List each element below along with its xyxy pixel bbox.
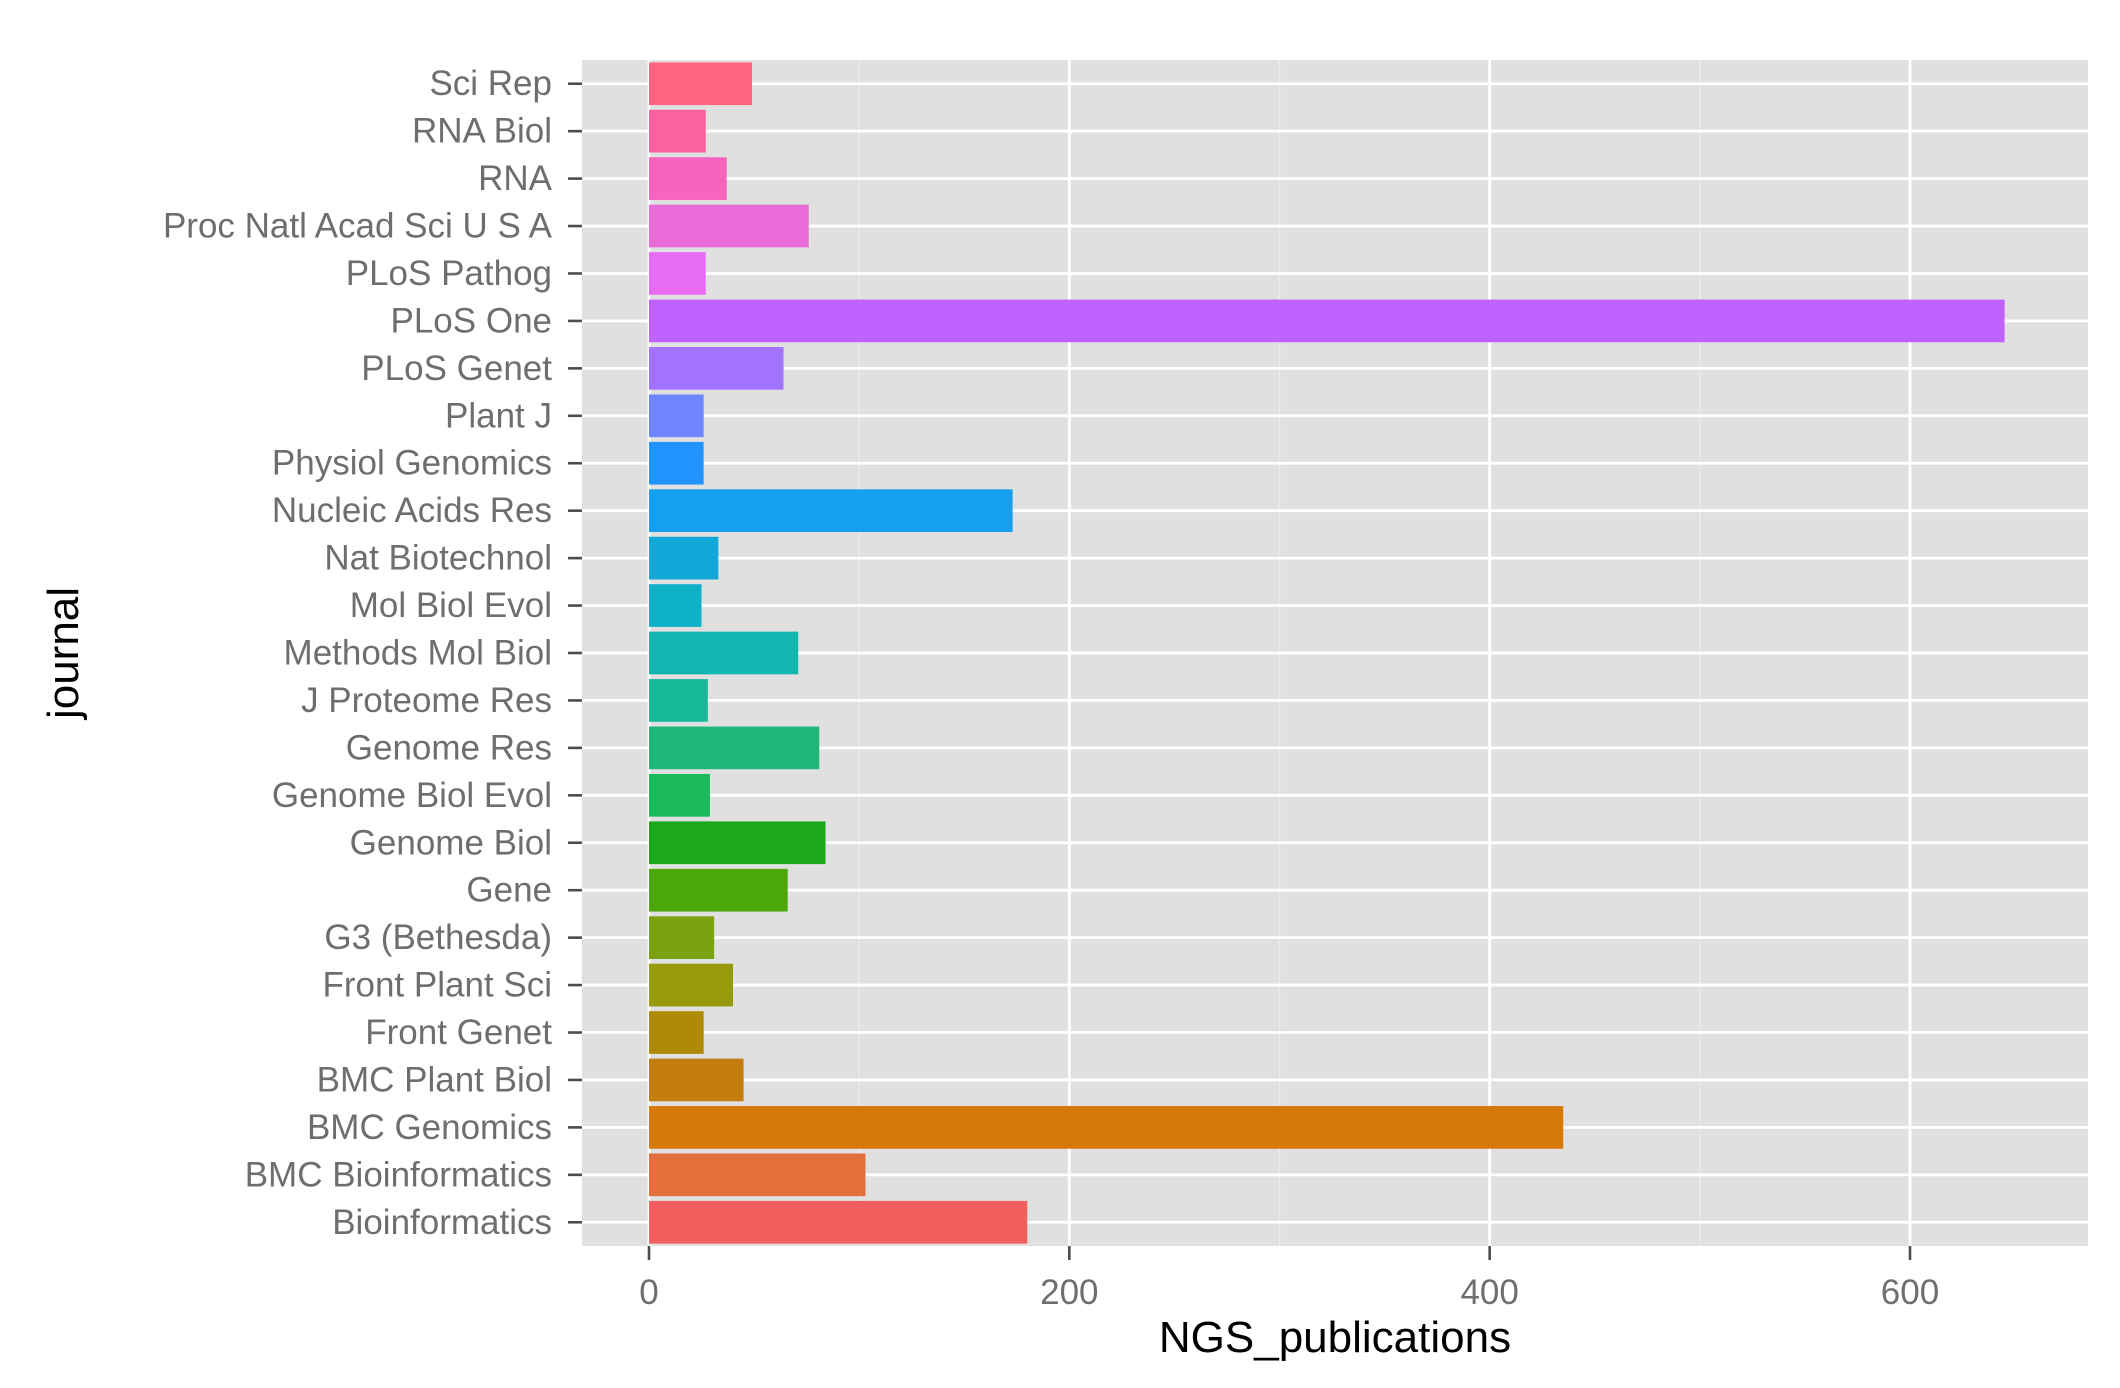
- bar: [649, 1011, 704, 1054]
- y-axis-title: journal: [39, 587, 88, 721]
- y-tick-label: PLoS Pathog: [346, 254, 552, 293]
- y-tick-label: PLoS One: [391, 301, 553, 340]
- y-tick-label: RNA: [478, 159, 553, 198]
- y-tick-label: Proc Natl Acad Sci U S A: [163, 207, 553, 246]
- y-tick-label: Plant J: [445, 396, 552, 435]
- y-tick-label: Mol Biol Evol: [350, 586, 552, 625]
- y-tick-label: Front Plant Sci: [322, 966, 552, 1005]
- bar: [649, 1106, 1564, 1149]
- bar: [649, 252, 706, 295]
- bar: [649, 1058, 744, 1102]
- y-tick-label: Front Genet: [365, 1013, 552, 1052]
- y-tick-label: BMC Bioinformatics: [245, 1155, 552, 1194]
- bar: [649, 773, 710, 817]
- bar: [649, 916, 715, 959]
- bar: [649, 679, 708, 722]
- bar: [649, 157, 727, 200]
- x-tick-label: 400: [1460, 1273, 1518, 1312]
- bar: [649, 204, 809, 248]
- bar: [649, 963, 734, 1007]
- y-tick-label: Sci Rep: [429, 64, 552, 103]
- bar: [649, 441, 704, 485]
- y-tick-label: Genome Biol: [350, 823, 552, 862]
- x-axis-title: NGS_publications: [1159, 1313, 1511, 1362]
- bar: [649, 536, 719, 580]
- y-tick-label: BMC Genomics: [307, 1108, 552, 1147]
- bar: [649, 62, 752, 106]
- bar: [649, 109, 706, 153]
- bar: [649, 631, 799, 675]
- y-tick-label: Methods Mol Biol: [284, 634, 552, 673]
- y-tick-label: Nat Biotechnol: [324, 539, 552, 578]
- y-tick-label: Genome Res: [346, 728, 552, 767]
- x-tick-label: 200: [1040, 1273, 1098, 1312]
- y-tick-label: Physiol Genomics: [272, 444, 552, 483]
- bar: [649, 726, 820, 770]
- bar: [649, 584, 702, 627]
- y-tick-label: G3 (Bethesda): [324, 918, 552, 957]
- y-tick-label: Genome Biol Evol: [272, 776, 552, 815]
- bar: [649, 299, 2005, 343]
- y-tick-label: Bioinformatics: [332, 1203, 552, 1242]
- y-tick-label: RNA Biol: [412, 112, 552, 151]
- bar: [649, 821, 826, 865]
- bar: [649, 868, 788, 912]
- bar: [649, 1153, 866, 1197]
- bar: [649, 1200, 1028, 1244]
- y-tick-label: Nucleic Acids Res: [272, 491, 552, 530]
- y-tick-label: BMC Plant Biol: [317, 1060, 552, 1099]
- bar: [649, 394, 704, 438]
- y-tick-label: Gene: [466, 871, 552, 910]
- x-tick-label: 0: [639, 1273, 658, 1312]
- bar: [649, 347, 784, 390]
- bar: [649, 489, 1013, 533]
- y-tick-label: PLoS Genet: [361, 349, 552, 388]
- x-tick-label: 600: [1881, 1273, 1939, 1312]
- y-tick-label: J Proteome Res: [301, 681, 552, 720]
